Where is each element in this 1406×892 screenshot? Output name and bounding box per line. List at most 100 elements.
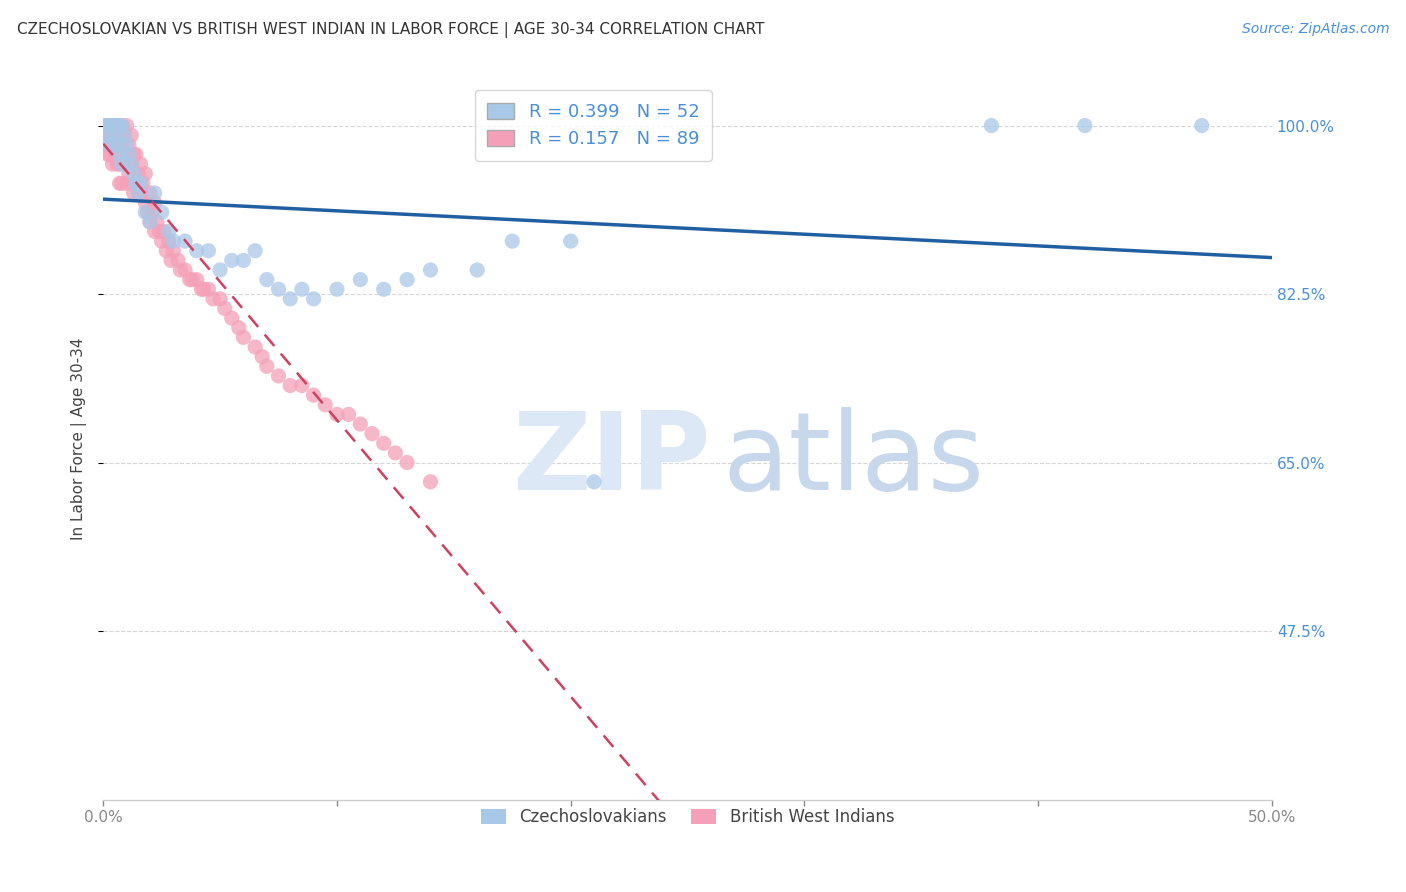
Point bbox=[162, 234, 184, 248]
Point bbox=[98, 119, 121, 133]
Point bbox=[98, 119, 121, 133]
Point bbox=[98, 137, 121, 152]
Point bbox=[167, 253, 190, 268]
Point bbox=[267, 368, 290, 383]
Point bbox=[115, 137, 138, 152]
Point bbox=[1191, 119, 1213, 133]
Point bbox=[108, 137, 131, 152]
Point bbox=[250, 350, 273, 364]
Point bbox=[115, 147, 138, 161]
Point bbox=[132, 177, 155, 191]
Point bbox=[136, 205, 159, 219]
Point bbox=[232, 330, 254, 344]
Point bbox=[115, 119, 138, 133]
Point bbox=[125, 147, 148, 161]
Point bbox=[97, 119, 120, 133]
Point bbox=[465, 263, 488, 277]
Point bbox=[122, 167, 145, 181]
Point bbox=[209, 292, 232, 306]
Point bbox=[256, 359, 278, 374]
Point bbox=[105, 137, 128, 152]
Point bbox=[980, 119, 1002, 133]
Point bbox=[111, 119, 134, 133]
Point bbox=[129, 186, 152, 200]
Point bbox=[118, 137, 141, 152]
Point bbox=[104, 119, 127, 133]
Point bbox=[221, 253, 243, 268]
Point bbox=[127, 186, 149, 200]
Point bbox=[1074, 119, 1097, 133]
Point bbox=[141, 205, 163, 219]
Point bbox=[115, 177, 138, 191]
Point bbox=[291, 282, 314, 296]
Point bbox=[129, 177, 152, 191]
Point bbox=[157, 234, 180, 248]
Point bbox=[174, 263, 197, 277]
Point bbox=[101, 119, 124, 133]
Point bbox=[155, 244, 177, 258]
Point bbox=[190, 282, 212, 296]
Point bbox=[384, 446, 406, 460]
Point bbox=[104, 128, 127, 143]
Point bbox=[101, 137, 124, 152]
Point bbox=[143, 225, 166, 239]
Point bbox=[193, 282, 215, 296]
Point bbox=[94, 137, 117, 152]
Point bbox=[118, 167, 141, 181]
Point bbox=[186, 244, 208, 258]
Point bbox=[104, 119, 127, 133]
Point bbox=[125, 177, 148, 191]
Point bbox=[221, 311, 243, 326]
Point bbox=[419, 263, 441, 277]
Point bbox=[105, 157, 128, 171]
Point bbox=[197, 282, 219, 296]
Point bbox=[108, 119, 131, 133]
Point bbox=[197, 244, 219, 258]
Point bbox=[314, 398, 336, 412]
Point bbox=[97, 128, 120, 143]
Point bbox=[583, 475, 606, 489]
Point bbox=[111, 157, 134, 171]
Point bbox=[267, 282, 290, 296]
Point bbox=[120, 157, 142, 171]
Point bbox=[111, 177, 134, 191]
Point bbox=[108, 157, 131, 171]
Text: CZECHOSLOVAKIAN VS BRITISH WEST INDIAN IN LABOR FORCE | AGE 30-34 CORRELATION CH: CZECHOSLOVAKIAN VS BRITISH WEST INDIAN I… bbox=[17, 22, 765, 38]
Point bbox=[118, 147, 141, 161]
Point bbox=[98, 128, 121, 143]
Text: Source: ZipAtlas.com: Source: ZipAtlas.com bbox=[1241, 22, 1389, 37]
Point bbox=[143, 195, 166, 210]
Point bbox=[157, 225, 180, 239]
Text: ZIP: ZIP bbox=[512, 407, 711, 513]
Point bbox=[560, 234, 582, 248]
Point bbox=[181, 272, 204, 286]
Point bbox=[146, 215, 169, 229]
Point bbox=[291, 378, 314, 392]
Point bbox=[396, 456, 419, 470]
Text: atlas: atlas bbox=[723, 407, 984, 513]
Point bbox=[209, 263, 232, 277]
Y-axis label: In Labor Force | Age 30-34: In Labor Force | Age 30-34 bbox=[72, 337, 87, 540]
Point bbox=[302, 388, 325, 402]
Point bbox=[122, 147, 145, 161]
Point bbox=[150, 205, 173, 219]
Point bbox=[111, 137, 134, 152]
Point bbox=[120, 128, 142, 143]
Point bbox=[232, 253, 254, 268]
Point bbox=[101, 157, 124, 171]
Point bbox=[139, 215, 162, 229]
Point bbox=[153, 225, 176, 239]
Point bbox=[326, 282, 349, 296]
Point bbox=[97, 128, 120, 143]
Point bbox=[214, 301, 236, 316]
Point bbox=[349, 417, 371, 431]
Point bbox=[256, 272, 278, 286]
Point bbox=[125, 177, 148, 191]
Point bbox=[169, 263, 191, 277]
Point bbox=[419, 475, 441, 489]
Point bbox=[361, 426, 384, 441]
Point bbox=[134, 167, 156, 181]
Point bbox=[104, 128, 127, 143]
Point bbox=[97, 147, 120, 161]
Point bbox=[179, 272, 201, 286]
